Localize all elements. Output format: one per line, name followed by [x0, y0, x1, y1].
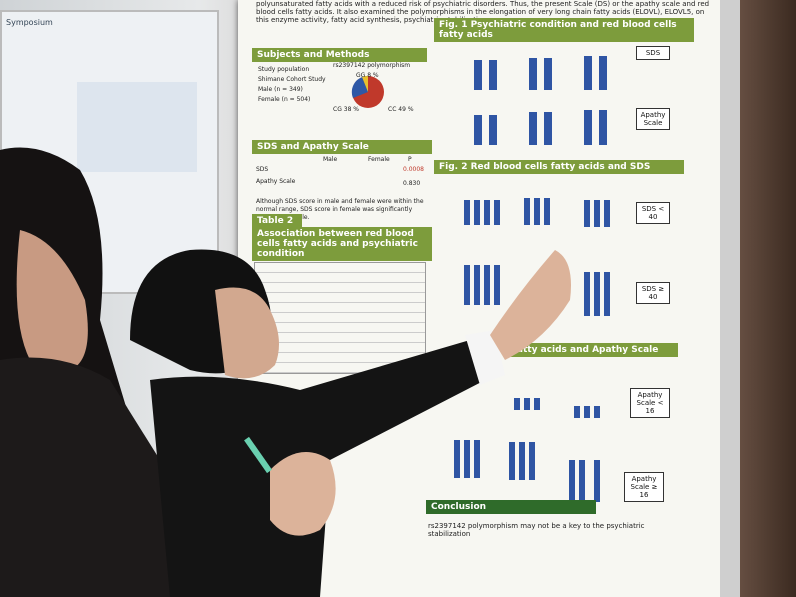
- table2-body: [254, 262, 426, 374]
- pie: [351, 75, 384, 108]
- p-value: 0.830: [403, 180, 421, 187]
- fig3-label: Apathy Scale < 16: [630, 388, 670, 418]
- p-value: 0.0008: [403, 166, 424, 173]
- col: Female: [368, 156, 390, 163]
- polymorphism: rs2397142 polymorphism: [333, 62, 411, 69]
- panel: [77, 82, 197, 172]
- fig1-label: SDS: [636, 46, 670, 60]
- pie-label: CC 49 %: [388, 106, 414, 113]
- fig3-label: Apathy Scale ≥ 16: [624, 472, 664, 502]
- methods-line: Study population: [258, 66, 310, 73]
- poster: polyunsaturated fatty acids with a reduc…: [238, 0, 720, 597]
- fig3-heading: fatty acids and Apathy Scale: [508, 343, 678, 357]
- background-poster-title: Symposium: [6, 18, 53, 27]
- methods-line: Shimane Cohort Study: [258, 76, 326, 83]
- pie-label: CG 38 %: [333, 106, 359, 113]
- col: Male: [323, 156, 338, 163]
- sds-heading: SDS and Apathy Scale: [252, 140, 432, 154]
- table2-heading: Table 2: [252, 214, 302, 228]
- conclusion-line: rs2397142 polymorphism may not be a key …: [428, 522, 645, 538]
- table2-caption: Association between red blood cells fatt…: [252, 227, 432, 261]
- col: P: [408, 156, 412, 163]
- row-label: Apathy Scale: [256, 178, 296, 185]
- row-label: SDS: [256, 166, 269, 173]
- methods-line: Male (n = 349): [258, 86, 303, 93]
- pie-label: GG 8 %: [356, 72, 379, 79]
- fig2-label: SDS ≥ 40: [636, 282, 670, 304]
- intro-text: polyunsaturated fatty acids with a reduc…: [256, 0, 710, 24]
- methods-line: Female (n = 504): [258, 96, 311, 103]
- fig1-heading: Fig. 1 Psychiatric condition and red blo…: [434, 18, 694, 42]
- fig2-heading: Fig. 2 Red blood cells fatty acids and S…: [434, 160, 684, 174]
- conclusion-heading: Conclusion: [426, 500, 596, 514]
- fig1-label: Apathy Scale: [636, 108, 670, 130]
- fig2-label: SDS < 40: [636, 202, 670, 224]
- figure-bars: [454, 56, 610, 502]
- methods-heading: Subjects and Methods: [252, 48, 427, 62]
- frame: [720, 0, 740, 597]
